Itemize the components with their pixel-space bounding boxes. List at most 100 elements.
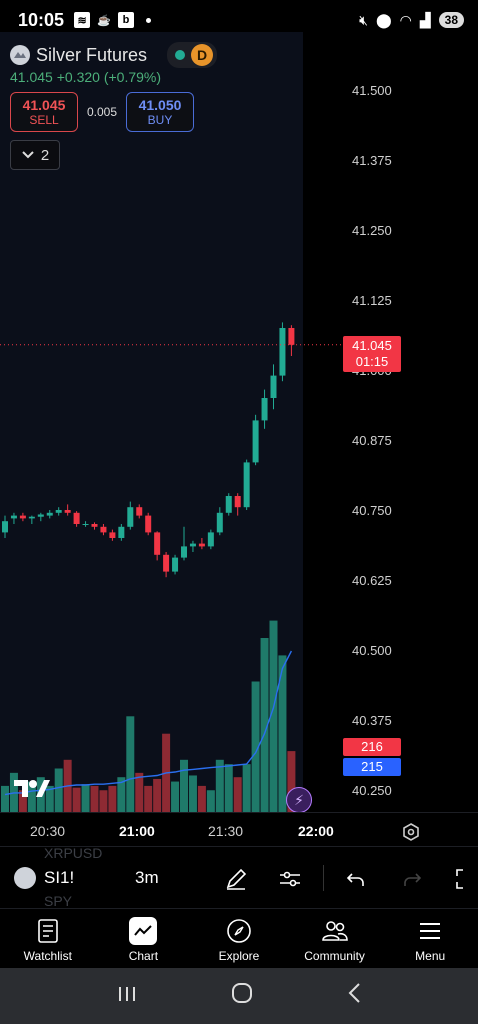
symbol-name[interactable]: Silver Futures <box>36 44 148 65</box>
volume-bar <box>269 620 278 812</box>
cup-notification-icon: ☕ <box>97 14 111 27</box>
ghost-symbol-top: XRPUSD <box>44 845 103 861</box>
volume-bar <box>224 764 233 812</box>
candle-body <box>207 532 214 547</box>
nav-explore[interactable]: Explore <box>191 909 287 968</box>
drawing-pen-icon[interactable] <box>222 865 250 893</box>
back-icon[interactable] <box>347 982 361 1010</box>
axis-settings-icon[interactable] <box>402 823 420 846</box>
volume-bar <box>278 655 287 812</box>
lightning-icon[interactable]: ⚡︎ <box>286 787 312 813</box>
volume-bar <box>99 790 108 812</box>
price-axis-tick: 40.875 <box>352 433 392 448</box>
price-axis-tick: 40.625 <box>352 573 392 588</box>
indicators-toggle-button[interactable]: 2 <box>10 140 60 170</box>
settings-sliders-icon[interactable] <box>276 865 304 893</box>
candle-body <box>73 512 80 524</box>
candle-body <box>234 496 241 508</box>
price-axis-tick: 40.750 <box>352 503 392 518</box>
compass-icon <box>225 917 253 945</box>
volume-bar <box>197 785 206 812</box>
price-axis-tick: 41.375 <box>352 153 392 168</box>
buy-button[interactable]: 41.050 BUY <box>126 92 194 132</box>
chevron-down-icon <box>21 147 35 164</box>
candle-body <box>181 546 187 558</box>
nav-chart[interactable]: Chart <box>96 909 192 968</box>
candle-body <box>225 496 232 513</box>
candle-body <box>46 512 53 516</box>
volume-bar <box>72 787 81 812</box>
candle-body <box>28 516 35 519</box>
candle-body <box>82 524 89 525</box>
volume-ma-line <box>4 650 293 796</box>
volume-bar <box>27 781 36 812</box>
change-value: +0.320 <box>56 69 100 85</box>
symbol-logo-icon <box>14 867 36 889</box>
interval-selector[interactable]: 3m <box>135 868 159 887</box>
bottom-navigation: Watchlist Chart Explore Community Menu <box>0 908 478 968</box>
more-notifications-dot <box>146 17 152 23</box>
candle-body <box>91 524 98 527</box>
nav-menu[interactable]: Menu <box>382 909 478 968</box>
candle-body <box>216 512 223 533</box>
volume-bar <box>18 790 27 812</box>
volume-bar <box>54 768 63 812</box>
candle-body <box>163 554 170 572</box>
news-notification-icon: ≋ <box>74 12 91 28</box>
mute-icon: 🔇︎ <box>359 11 368 28</box>
change-percent: (+0.79%) <box>103 69 162 85</box>
redo-icon[interactable] <box>398 865 426 893</box>
buy-label: BUY <box>147 113 173 127</box>
candle-body <box>270 375 277 398</box>
undo-icon[interactable] <box>342 865 370 893</box>
market-open-dot <box>175 50 186 60</box>
volume-bar <box>90 785 99 812</box>
volume-bar <box>242 764 251 812</box>
price-axis-tick: 41.125 <box>352 293 392 308</box>
symbol-ticker: SI1! <box>44 868 75 887</box>
volume-bar <box>206 790 215 812</box>
signal-icon: ▟ <box>419 11 431 28</box>
nav-label: Menu <box>415 949 446 963</box>
fullscreen-icon[interactable] <box>452 865 478 893</box>
battery-indicator: 38 <box>438 12 464 28</box>
volume-bar <box>126 716 135 812</box>
trade-panel: 41.045 SELL 0.005 41.050 BUY <box>10 92 194 132</box>
candle-body <box>279 328 286 376</box>
time-tick: 21:30 <box>208 823 244 839</box>
sell-button[interactable]: 41.045 SELL <box>10 92 78 132</box>
time-tick: 20:30 <box>30 823 66 839</box>
nav-community[interactable]: Community <box>287 909 383 968</box>
home-icon[interactable] <box>231 982 253 1010</box>
tradingview-logo[interactable] <box>14 778 50 804</box>
people-icon <box>321 917 349 945</box>
wifi-icon: ◠ <box>399 11 412 28</box>
current-price-tag: 41.045 01:15 <box>343 336 401 372</box>
market-status-pill[interactable]: D <box>167 42 218 68</box>
volume-bar <box>251 681 260 812</box>
candlestick-chart[interactable]: 41.50041.37541.25041.12541.00040.87540.7… <box>0 32 478 812</box>
candle-body <box>154 532 161 555</box>
buy-price: 41.050 <box>138 97 182 113</box>
time-axis[interactable]: 20:30 21:00 21:30 22:00 <box>0 812 478 846</box>
recent-apps-icon[interactable] <box>117 983 137 1009</box>
price-axis-tick: 40.375 <box>352 713 392 728</box>
sell-price: 41.045 <box>22 97 66 113</box>
candle-body <box>243 462 250 508</box>
candle-body <box>37 514 44 517</box>
volume-bar <box>108 785 117 812</box>
notification-icons: ≋ ☕ b <box>74 12 152 28</box>
hamburger-icon <box>416 917 444 945</box>
candle-body <box>252 420 259 463</box>
delayed-badge: D <box>191 44 214 66</box>
candle-body <box>19 515 26 519</box>
chart-area[interactable]: 41.50041.37541.25041.12541.00040.87540.7… <box>0 32 478 812</box>
volume-tag: 216 <box>343 738 401 756</box>
indicators-count: 2 <box>40 146 50 164</box>
nav-label: Community <box>304 949 365 963</box>
symbol-header[interactable]: Silver Futures D <box>10 42 218 68</box>
candle-body <box>127 507 134 527</box>
status-icons: 🔇︎ ⬤ ◠ ▟ 38 <box>359 12 464 29</box>
symbol-selector[interactable]: SI1! <box>14 867 74 889</box>
nav-watchlist[interactable]: Watchlist <box>0 909 96 968</box>
